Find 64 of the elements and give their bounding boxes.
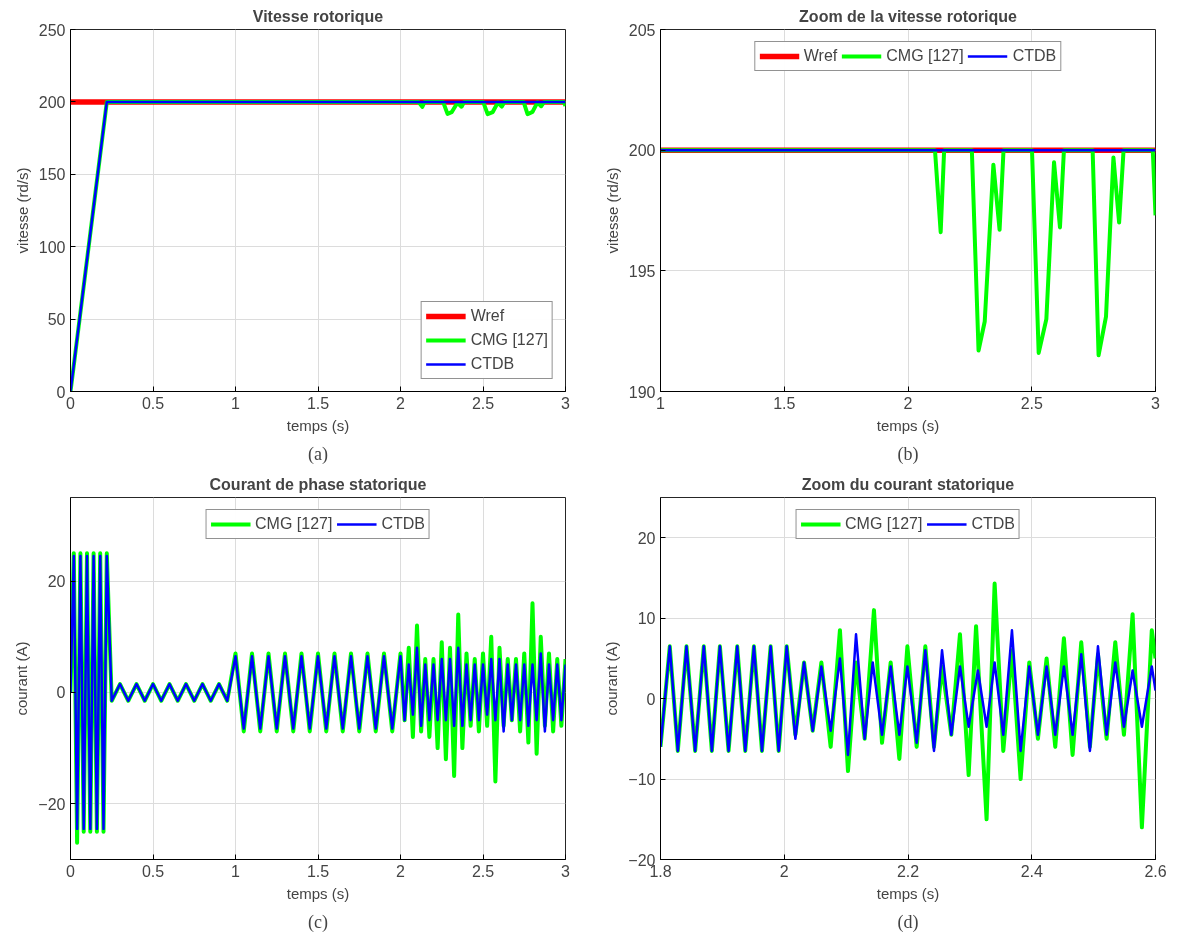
y-tick-label: −10	[628, 771, 656, 789]
x-tick-label: 2	[396, 394, 406, 412]
x-tick-label: 3	[561, 394, 571, 412]
x-tick-label: 0.5	[141, 394, 165, 412]
y-tick-label: 100	[38, 238, 66, 256]
y-tick-label: 0	[56, 684, 66, 702]
text: (b)	[897, 443, 919, 465]
x-tick-label: 2	[396, 862, 406, 880]
y-tick-label: 0	[646, 690, 656, 708]
x-axis-title: temps (s)	[876, 884, 940, 902]
x-tick-label: 2.5	[471, 862, 495, 880]
y-axis-title: courant (A)	[13, 641, 31, 716]
x-axis-title: temps (s)	[876, 416, 940, 434]
x-tick-label: 3	[1151, 394, 1161, 412]
y-axis-title: courant (A)	[603, 641, 621, 716]
y-tick-label: −20	[38, 795, 66, 813]
y-axis-title: vitesse (rd/s)	[603, 167, 621, 254]
y-tick-label: 50	[47, 311, 66, 329]
legend-label: Wref	[803, 47, 838, 65]
y-tick-label: 250	[38, 21, 66, 39]
x-tick-label: 1.5	[773, 394, 796, 412]
y-tick-label: 195	[628, 262, 656, 280]
text: (a)	[308, 443, 328, 465]
y-axis-title: vitesse (rd/s)	[13, 167, 31, 254]
chart-title: Courant de phase statorique	[209, 475, 427, 493]
x-tick-label: 1	[231, 394, 241, 412]
chart-title: Zoom du courant statorique	[801, 475, 1015, 493]
y-tick-label: 20	[637, 529, 656, 547]
x-tick-label: 1.5	[306, 862, 330, 880]
x-tick-label: 2	[903, 394, 913, 412]
x-axis-title: temps (s)	[286, 416, 350, 434]
x-axis-title: temps (s)	[286, 884, 350, 902]
x-tick-label: 2.2	[896, 862, 920, 880]
y-tick-label: 10	[637, 610, 656, 628]
x-tick-label: 2.6	[1144, 862, 1167, 880]
x-tick-label: 1	[656, 394, 666, 412]
legend-label: CTDB	[470, 355, 515, 373]
legend-label: CMG [127]	[886, 47, 964, 65]
legend-label: CTDB	[1012, 47, 1057, 65]
legend-label: CTDB	[381, 515, 425, 533]
x-tick-label: 2.5	[471, 394, 495, 412]
chart-title: Vitesse rotorique	[252, 7, 384, 25]
y-tick-label: 0	[56, 383, 66, 401]
y-tick-label: 205	[628, 21, 656, 39]
y-tick-label: 20	[47, 573, 66, 591]
x-tick-label: 2	[779, 862, 789, 880]
y-tick-label: 150	[38, 166, 66, 184]
x-tick-label: 0.5	[141, 862, 165, 880]
legend-label: CMG [127]	[845, 515, 923, 533]
x-tick-label: 2.4	[1020, 862, 1043, 880]
legend-label: Wref	[470, 307, 505, 325]
y-tick-label: 200	[38, 93, 66, 111]
y-tick-label: 200	[628, 142, 656, 160]
x-tick-label: 1	[231, 862, 241, 880]
x-tick-label: 3	[561, 862, 571, 880]
text: (d)	[897, 911, 919, 933]
y-tick-label: 190	[628, 383, 656, 401]
legend-label: CTDB	[971, 515, 1015, 533]
x-tick-label: 2.5	[1020, 394, 1043, 412]
legend-label: CMG [127]	[255, 515, 333, 533]
chart-title: Zoom de la vitesse rotorique	[799, 7, 1018, 25]
x-tick-label: 1.5	[306, 394, 330, 412]
legend-label: CMG [127]	[470, 331, 548, 349]
text: (c)	[308, 911, 328, 933]
